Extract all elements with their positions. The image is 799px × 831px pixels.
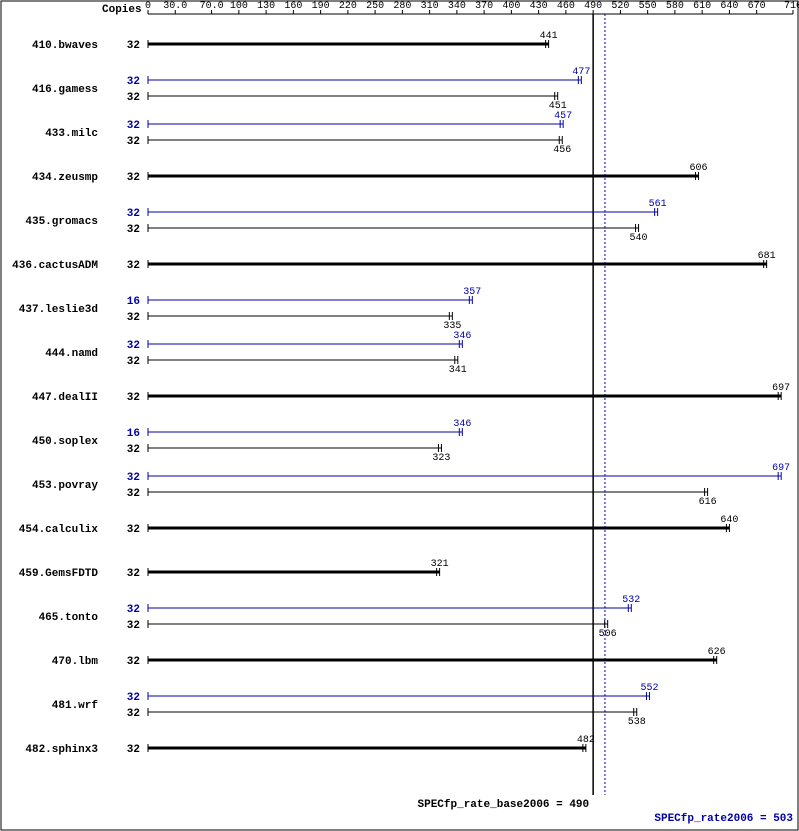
- axis-tick-label: 160: [284, 1, 302, 12]
- axis-tick-label: 610: [693, 1, 711, 12]
- axis-tick-label: 220: [339, 1, 357, 12]
- copies-label-peak: 32: [127, 76, 140, 88]
- value-label-peak: 552: [640, 683, 658, 694]
- value-label-base: 681: [758, 251, 776, 262]
- value-label-base: 482: [577, 735, 595, 746]
- copies-label-peak: 32: [127, 340, 140, 352]
- axis-tick-label: 30.0: [163, 1, 187, 12]
- value-label-peak: 346: [453, 419, 471, 430]
- value-label-base: 540: [630, 233, 648, 244]
- value-label-base: 697: [772, 383, 790, 394]
- copies-label-peak: 32: [127, 208, 140, 220]
- copies-label-peak: 16: [127, 428, 140, 440]
- benchmark-label: 470.lbm: [52, 656, 99, 668]
- copies-label-base: 32: [127, 488, 140, 500]
- benchmark-label: 433.milc: [45, 128, 98, 140]
- benchmark-label: 459.GemsFDTD: [19, 568, 99, 580]
- copies-label-base: 32: [127, 136, 140, 148]
- axis-tick-label: 460: [557, 1, 575, 12]
- value-label-peak: 697: [772, 463, 790, 474]
- copies-label-base: 32: [127, 620, 140, 632]
- benchmark-label: 465.tonto: [39, 612, 99, 624]
- axis-tick-label: 400: [502, 1, 520, 12]
- value-label-base: 321: [431, 559, 449, 570]
- axis-tick-label: 710: [784, 1, 799, 12]
- axis-tick-label: 670: [748, 1, 766, 12]
- footer-base-label: SPECfp_rate_base2006 = 490: [418, 799, 590, 811]
- value-label-base: 616: [699, 497, 717, 508]
- axis-tick-label: 280: [393, 1, 411, 12]
- copies-label-base: 32: [127, 172, 140, 184]
- copies-label-base: 32: [127, 568, 140, 580]
- benchmark-label: 437.leslie3d: [19, 304, 98, 316]
- value-label-base: 640: [720, 515, 738, 526]
- value-label-peak: 532: [622, 595, 640, 606]
- value-label-base: 341: [449, 365, 467, 376]
- copies-label-base: 32: [127, 92, 140, 104]
- axis-tick-label: 640: [720, 1, 738, 12]
- benchmark-label: 416.gamess: [32, 84, 98, 96]
- chart-border: [1, 1, 798, 830]
- footer-peak-label: SPECfp_rate2006 = 503: [654, 813, 793, 825]
- axis-tick-label: 100: [230, 1, 248, 12]
- value-label-base: 538: [628, 717, 646, 728]
- benchmark-label: 410.bwaves: [32, 40, 98, 52]
- axis-tick-label: 370: [475, 1, 493, 12]
- value-label-peak: 457: [554, 111, 572, 122]
- value-label-base: 323: [432, 453, 450, 464]
- value-label-base: 606: [690, 163, 708, 174]
- value-label-base: 506: [599, 629, 617, 640]
- copies-label-base: 32: [127, 708, 140, 720]
- copies-label-base: 32: [127, 40, 140, 52]
- copies-label-peak: 16: [127, 296, 140, 308]
- copies-header: Copies: [102, 4, 142, 16]
- benchmark-label: 481.wrf: [52, 700, 99, 712]
- copies-label-base: 32: [127, 744, 140, 756]
- axis-tick-label: 580: [666, 1, 684, 12]
- value-label-base: 456: [553, 145, 571, 156]
- benchmark-label: 444.namd: [45, 348, 98, 360]
- axis-tick-label: 190: [312, 1, 330, 12]
- axis-tick-label: 130: [257, 1, 275, 12]
- copies-label-base: 32: [127, 656, 140, 668]
- benchmark-label: 435.gromacs: [25, 216, 98, 228]
- copies-label-peak: 32: [127, 120, 140, 132]
- value-label-peak: 346: [453, 331, 471, 342]
- axis-tick-label: 340: [448, 1, 466, 12]
- axis-tick-label: 250: [366, 1, 384, 12]
- copies-label-base: 32: [127, 224, 140, 236]
- copies-label-peak: 32: [127, 472, 140, 484]
- axis-tick-label: 0: [145, 1, 151, 12]
- benchmark-label: 454.calculix: [19, 524, 99, 536]
- value-label-base: 441: [540, 31, 558, 42]
- axis-tick-label: 550: [639, 1, 657, 12]
- benchmark-label: 434.zeusmp: [32, 172, 98, 184]
- value-label-peak: 357: [463, 287, 481, 298]
- axis-tick-label: 430: [530, 1, 548, 12]
- copies-label-base: 32: [127, 392, 140, 404]
- copies-label-base: 32: [127, 260, 140, 272]
- benchmark-label: 453.povray: [32, 480, 98, 492]
- spec-rate-chart: Copies0 30.0 70.0 100 130 160 190 220 250 280 310 3…: [0, 0, 799, 831]
- copies-label-peak: 32: [127, 604, 140, 616]
- copies-label-peak: 32: [127, 692, 140, 704]
- value-label-peak: 477: [572, 67, 590, 78]
- value-label-base: 626: [708, 647, 726, 658]
- benchmark-label: 436.cactusADM: [12, 260, 98, 272]
- axis-tick-label: 490: [584, 1, 602, 12]
- copies-label-base: 32: [127, 312, 140, 324]
- axis-tick-label: 310: [421, 1, 439, 12]
- copies-label-base: 32: [127, 356, 140, 368]
- benchmark-label: 450.soplex: [32, 436, 98, 448]
- axis-tick-label: 70.0: [200, 1, 224, 12]
- copies-label-base: 32: [127, 524, 140, 536]
- value-label-peak: 561: [649, 199, 667, 210]
- benchmark-label: 482.sphinx3: [25, 744, 98, 756]
- copies-label-base: 32: [127, 444, 140, 456]
- axis-tick-label: 520: [611, 1, 629, 12]
- benchmark-label: 447.dealII: [32, 392, 98, 404]
